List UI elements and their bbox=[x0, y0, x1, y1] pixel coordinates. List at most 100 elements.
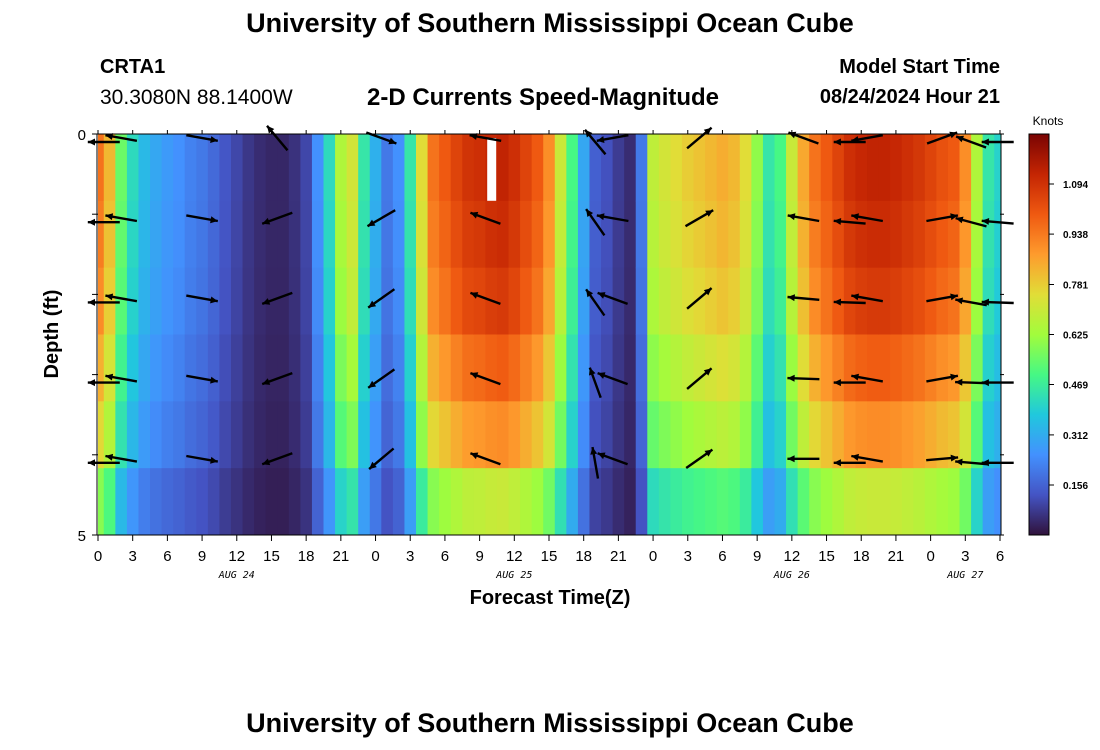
heatmap-cell bbox=[531, 134, 544, 202]
heatmap-cell bbox=[427, 134, 440, 202]
heatmap-cell bbox=[867, 200, 880, 269]
x-tick-label: 18 bbox=[298, 548, 315, 565]
heatmap-cell bbox=[300, 134, 313, 202]
arrow-head bbox=[833, 459, 841, 467]
current-vector-arrow bbox=[87, 379, 120, 387]
heatmap-cell bbox=[496, 134, 510, 202]
heatmap-cell bbox=[103, 334, 116, 402]
heatmap-cell bbox=[797, 468, 810, 536]
y-axis: 05 bbox=[78, 127, 1004, 545]
heatmap-cell bbox=[693, 267, 706, 335]
colorbar-units: Knots bbox=[1033, 114, 1064, 128]
heatmap-cell bbox=[739, 134, 752, 202]
heatmap-cell bbox=[971, 134, 984, 202]
heatmap-cell bbox=[901, 134, 914, 202]
heatmap-cell bbox=[820, 334, 833, 402]
date-label: AUG 24 bbox=[218, 570, 255, 581]
heatmap-cell bbox=[566, 401, 579, 469]
heatmap-cell bbox=[381, 468, 394, 536]
x-tick-label: 6 bbox=[441, 548, 449, 565]
heatmap-cell bbox=[138, 267, 151, 335]
heatmap-cell bbox=[855, 267, 868, 335]
heatmap-cell bbox=[890, 334, 903, 402]
heatmap-cell bbox=[739, 334, 752, 402]
heatmap-cell bbox=[601, 267, 614, 335]
heatmap-cell bbox=[635, 468, 648, 536]
heatmap-cell bbox=[184, 134, 197, 202]
heatmap-cell bbox=[982, 200, 995, 269]
arrow-head bbox=[105, 453, 114, 461]
heatmap-cell bbox=[219, 334, 232, 402]
arrow-head bbox=[87, 218, 95, 226]
x-tick-label: 12 bbox=[784, 548, 801, 565]
heatmap-cell bbox=[647, 468, 660, 536]
current-vector-arrow bbox=[686, 287, 713, 310]
heatmap-cell bbox=[277, 200, 290, 269]
heatmap-cell bbox=[820, 200, 833, 269]
heatmap-cell bbox=[150, 401, 163, 469]
heatmap-cell bbox=[670, 334, 683, 402]
arrow-head bbox=[105, 293, 114, 301]
heatmap-cell bbox=[612, 200, 625, 269]
heatmap-cell bbox=[959, 401, 972, 469]
heatmap-cell bbox=[994, 401, 1001, 469]
heatmap-cell bbox=[196, 134, 209, 202]
arrow-head bbox=[787, 455, 795, 463]
heatmap-cell bbox=[751, 468, 764, 536]
heatmap-cell bbox=[635, 134, 648, 202]
heatmap-cell bbox=[196, 401, 209, 469]
heatmap-cell bbox=[196, 468, 209, 536]
heatmap-cell bbox=[173, 134, 186, 202]
heatmap-cell bbox=[254, 134, 267, 202]
heatmap-cell bbox=[809, 134, 822, 202]
heatmap-cell bbox=[832, 200, 845, 269]
arrow-head bbox=[787, 374, 795, 382]
model-start-label: Model Start Time bbox=[839, 56, 1000, 78]
heatmap-cell bbox=[323, 401, 336, 469]
heatmap-cell bbox=[531, 401, 544, 469]
heatmap-cell bbox=[462, 401, 475, 469]
heatmap-cell bbox=[277, 401, 290, 469]
heatmap-cell bbox=[161, 267, 174, 335]
heatmap-cell bbox=[913, 468, 926, 536]
heatmap-cell bbox=[867, 134, 880, 202]
heatmap-cell bbox=[843, 134, 857, 202]
arrow-head bbox=[210, 376, 218, 384]
heatmap-cell bbox=[554, 267, 567, 335]
heatmap-cell bbox=[913, 134, 926, 202]
heatmap-cell bbox=[947, 200, 961, 269]
arrow-head bbox=[788, 131, 797, 139]
arrow-head bbox=[705, 210, 714, 217]
heatmap-cell bbox=[416, 334, 429, 402]
heatmap-cell bbox=[566, 134, 579, 202]
heatmap-cell bbox=[508, 267, 521, 335]
arrow-head bbox=[787, 294, 795, 302]
heatmap-cell bbox=[98, 401, 105, 469]
heatmap-cell bbox=[450, 200, 463, 269]
date-label: AUG 27 bbox=[946, 570, 983, 581]
heatmap-cell bbox=[392, 200, 406, 269]
heatmap-cell bbox=[855, 134, 868, 202]
heatmap-cell bbox=[589, 134, 602, 202]
heatmap-cell bbox=[462, 334, 475, 402]
heatmap-cell bbox=[693, 134, 706, 202]
heatmap-cell bbox=[554, 334, 567, 402]
y-tick-label: 5 bbox=[78, 528, 86, 545]
heatmap-cell bbox=[971, 334, 984, 402]
heatmap-cell bbox=[982, 468, 995, 536]
heatmap-cell bbox=[577, 401, 591, 469]
heatmap-cell bbox=[173, 200, 186, 269]
heatmap-cell bbox=[392, 468, 406, 536]
heatmap-cell bbox=[242, 334, 255, 402]
x-tick-label: 15 bbox=[263, 548, 280, 565]
arrow-head bbox=[369, 461, 377, 470]
current-vector-arrow bbox=[926, 373, 959, 383]
heatmap-cell bbox=[392, 401, 406, 469]
current-vector-arrow bbox=[686, 367, 713, 390]
heatmap-cell bbox=[774, 334, 787, 402]
arrow-head bbox=[704, 449, 713, 457]
arrow-head bbox=[597, 452, 606, 460]
heatmap-cell bbox=[843, 468, 857, 536]
heatmap-cell bbox=[508, 134, 521, 202]
heatmap-cell bbox=[612, 134, 625, 202]
